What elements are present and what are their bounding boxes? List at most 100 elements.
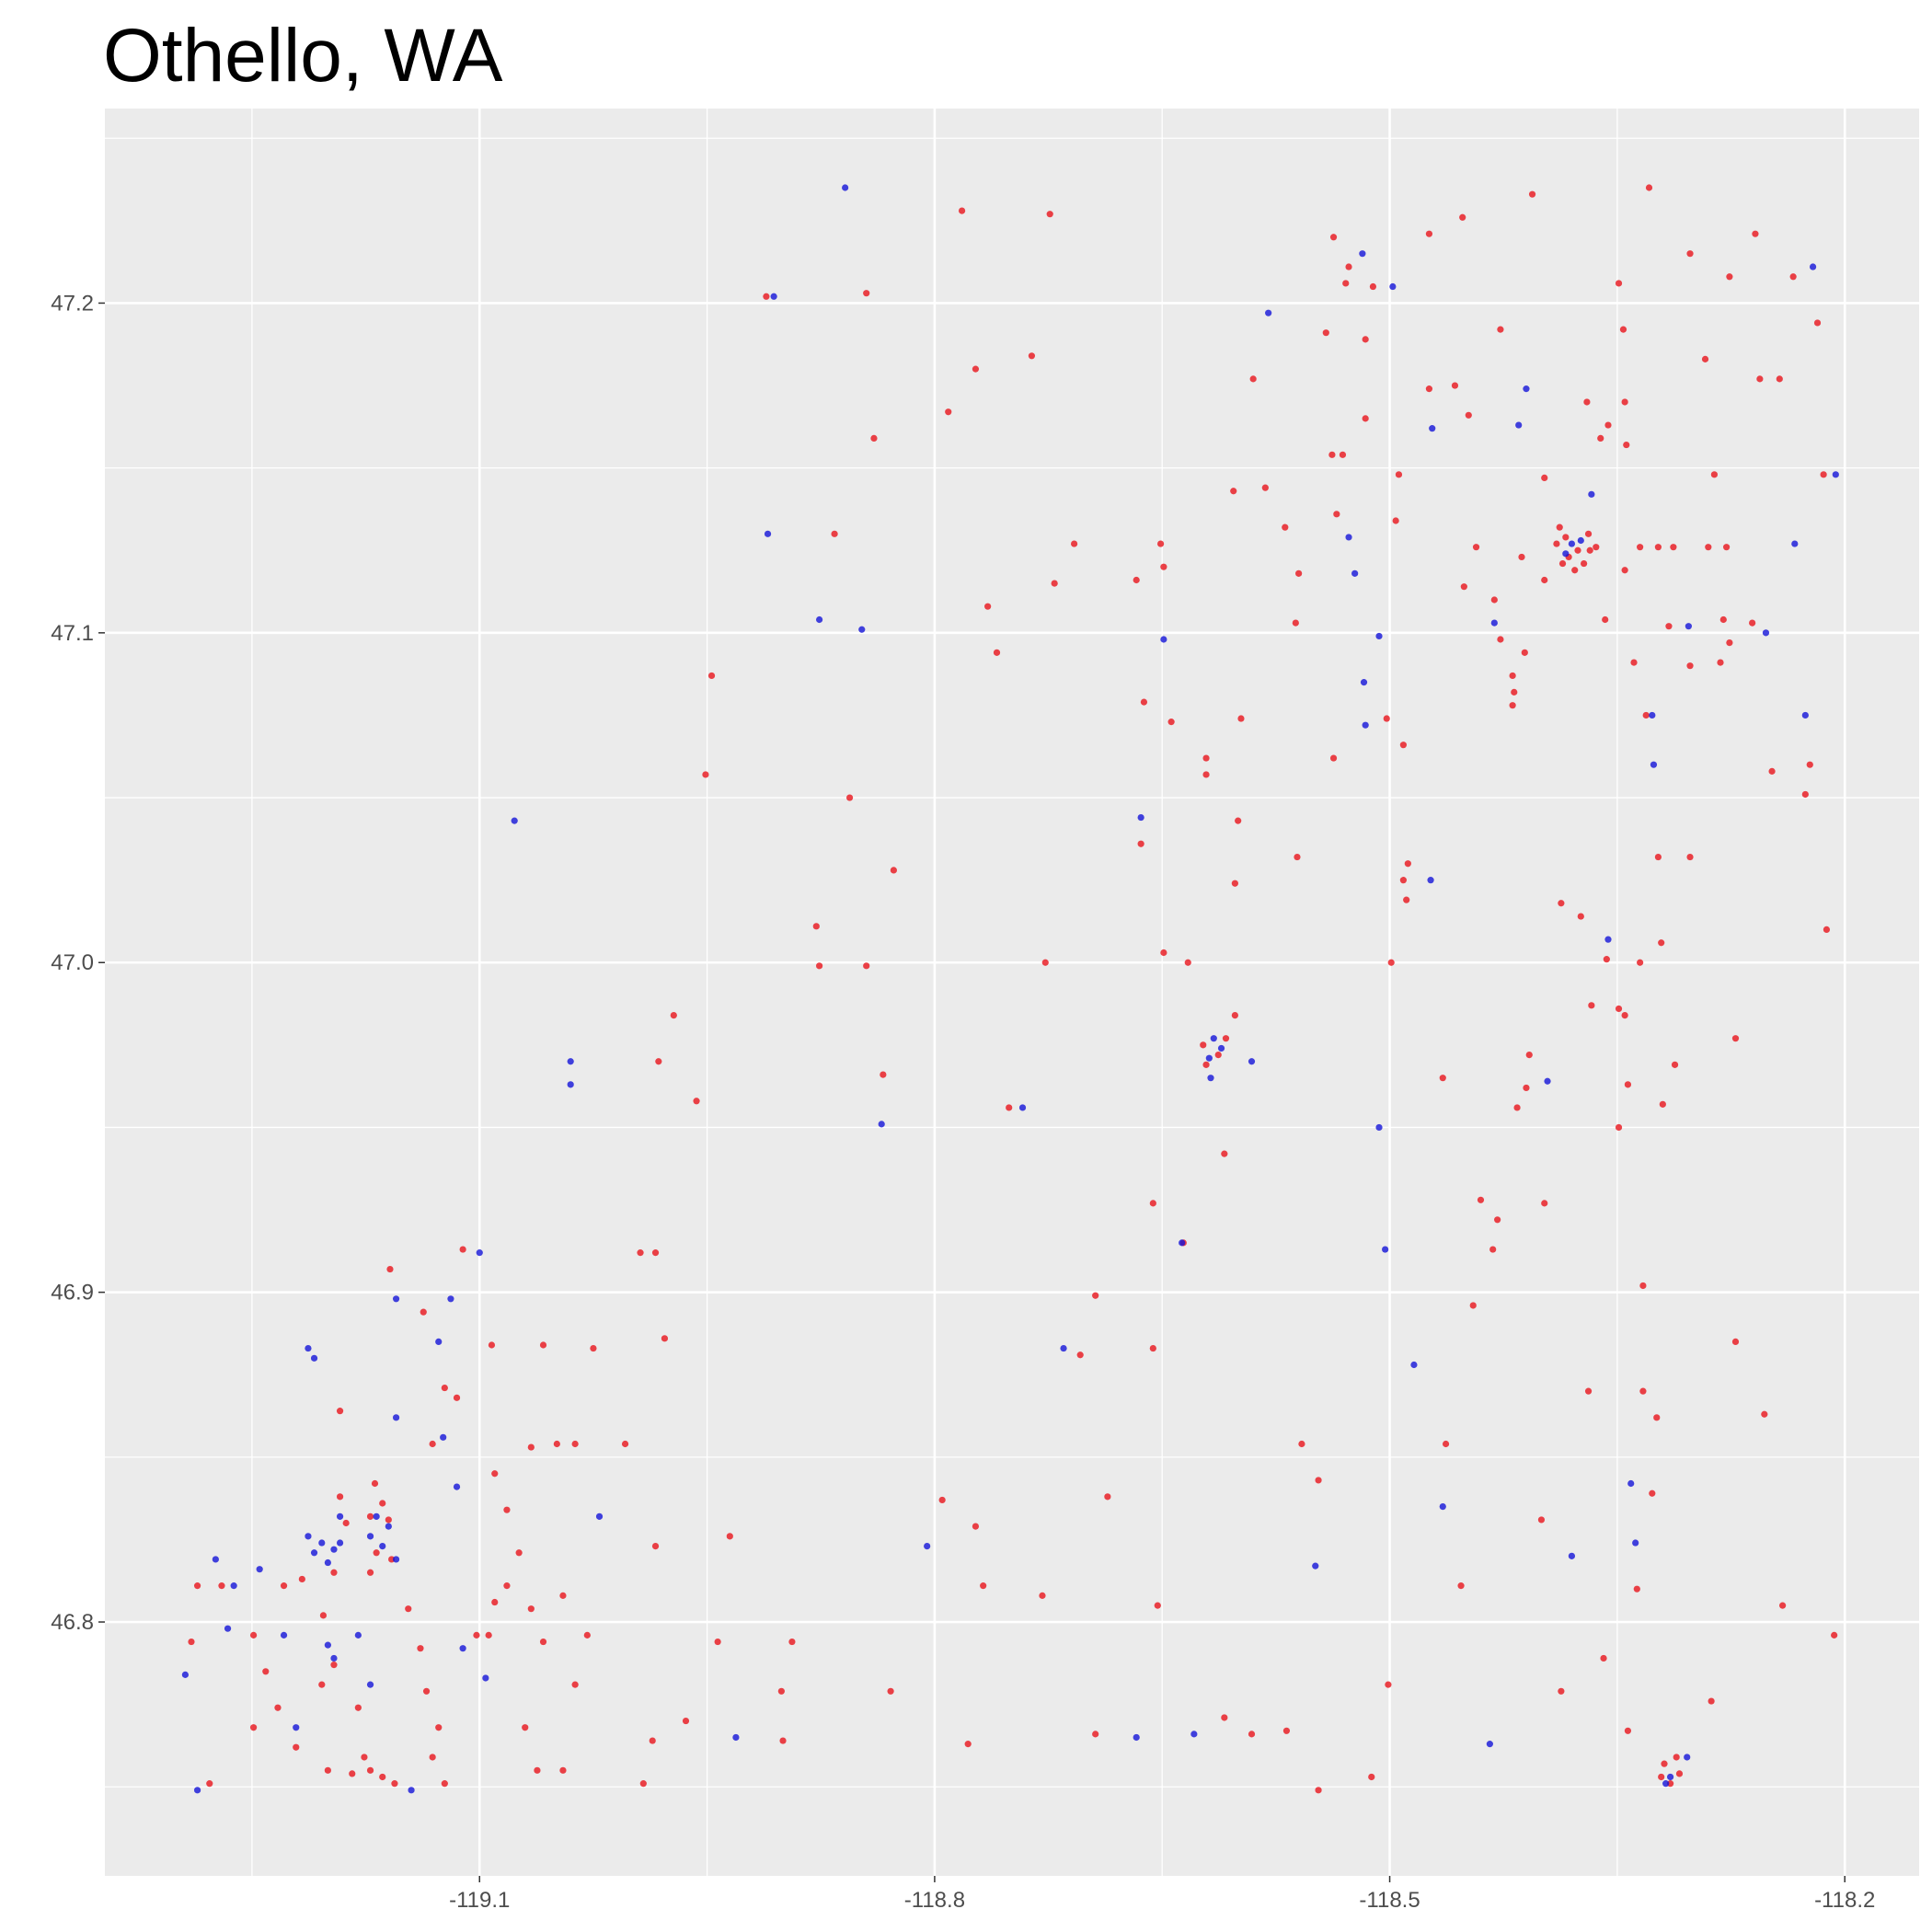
point — [1632, 1539, 1639, 1547]
point — [1154, 1602, 1161, 1609]
point — [1404, 860, 1411, 868]
point — [1294, 853, 1301, 861]
point — [459, 1246, 466, 1253]
point — [1006, 1104, 1013, 1111]
point — [249, 1631, 258, 1639]
point — [1328, 451, 1336, 458]
point — [938, 1496, 946, 1504]
point — [1685, 623, 1692, 630]
point — [583, 1631, 591, 1639]
point — [408, 1787, 415, 1794]
point — [1621, 398, 1628, 406]
point — [815, 615, 823, 624]
point — [310, 1549, 318, 1557]
point — [391, 1780, 398, 1788]
point — [293, 1724, 300, 1731]
point — [984, 603, 992, 610]
point — [1439, 1502, 1446, 1511]
point — [1831, 1631, 1838, 1639]
point — [1523, 1084, 1530, 1092]
point — [1060, 1344, 1067, 1352]
point — [330, 1654, 338, 1662]
point — [1399, 877, 1407, 884]
point — [405, 1605, 412, 1613]
point — [1383, 715, 1390, 722]
point — [945, 408, 952, 416]
point — [595, 1512, 604, 1520]
point — [1621, 1011, 1628, 1019]
point — [1018, 1104, 1027, 1111]
point — [1583, 398, 1591, 406]
point — [336, 1512, 344, 1520]
point — [1658, 1773, 1665, 1781]
point — [1568, 1552, 1576, 1559]
point — [459, 1645, 466, 1652]
point — [1686, 662, 1694, 670]
point — [770, 293, 777, 300]
point — [1776, 375, 1783, 383]
point — [1675, 1770, 1684, 1777]
point — [1429, 425, 1436, 432]
point — [1604, 421, 1612, 429]
point — [1427, 877, 1434, 884]
point — [1028, 352, 1036, 360]
point — [1615, 1123, 1623, 1132]
point — [1387, 959, 1395, 966]
point — [1403, 896, 1410, 903]
point — [1654, 544, 1662, 551]
point — [1292, 619, 1299, 627]
point — [1345, 534, 1352, 541]
point — [858, 626, 866, 633]
point — [379, 1773, 386, 1781]
point — [1756, 375, 1764, 383]
y-tick-label: 47.0 — [51, 950, 94, 975]
point — [354, 1704, 362, 1711]
point — [324, 1766, 331, 1774]
point — [324, 1641, 331, 1649]
point — [1389, 282, 1397, 291]
point — [1202, 754, 1210, 762]
point — [1666, 1780, 1674, 1788]
point — [1322, 329, 1329, 337]
point — [293, 1743, 300, 1751]
point — [1726, 639, 1733, 647]
point — [972, 1523, 980, 1530]
point — [1717, 659, 1724, 666]
point — [1537, 1516, 1546, 1524]
point — [1425, 230, 1433, 237]
x-tick-label: -119.1 — [449, 1888, 510, 1913]
point — [863, 962, 870, 970]
point — [280, 1631, 288, 1639]
point — [336, 1539, 344, 1547]
point — [1200, 1041, 1207, 1049]
point — [392, 1556, 400, 1563]
point — [1071, 540, 1078, 547]
point — [1179, 1239, 1186, 1247]
point — [1282, 523, 1289, 531]
point — [763, 293, 770, 300]
point — [440, 1433, 447, 1441]
point — [1362, 415, 1369, 422]
point — [1133, 1733, 1140, 1742]
point — [330, 1546, 338, 1553]
point — [1686, 250, 1694, 258]
point — [1639, 1282, 1647, 1290]
point — [491, 1598, 499, 1606]
point — [1375, 1123, 1383, 1132]
point — [1509, 702, 1516, 709]
point — [386, 1265, 394, 1273]
point — [503, 1582, 511, 1590]
point — [1494, 1216, 1501, 1224]
point — [559, 1592, 567, 1599]
point — [1671, 1061, 1679, 1068]
point — [1205, 1054, 1213, 1062]
y-tick-label: 46.9 — [51, 1281, 94, 1305]
point — [1369, 282, 1377, 291]
point — [1768, 767, 1776, 775]
point — [661, 1335, 669, 1342]
point — [539, 1341, 547, 1349]
x-tick-label: -118.5 — [1359, 1888, 1420, 1913]
point — [1719, 615, 1727, 624]
point — [1359, 250, 1366, 258]
point — [1637, 959, 1644, 966]
